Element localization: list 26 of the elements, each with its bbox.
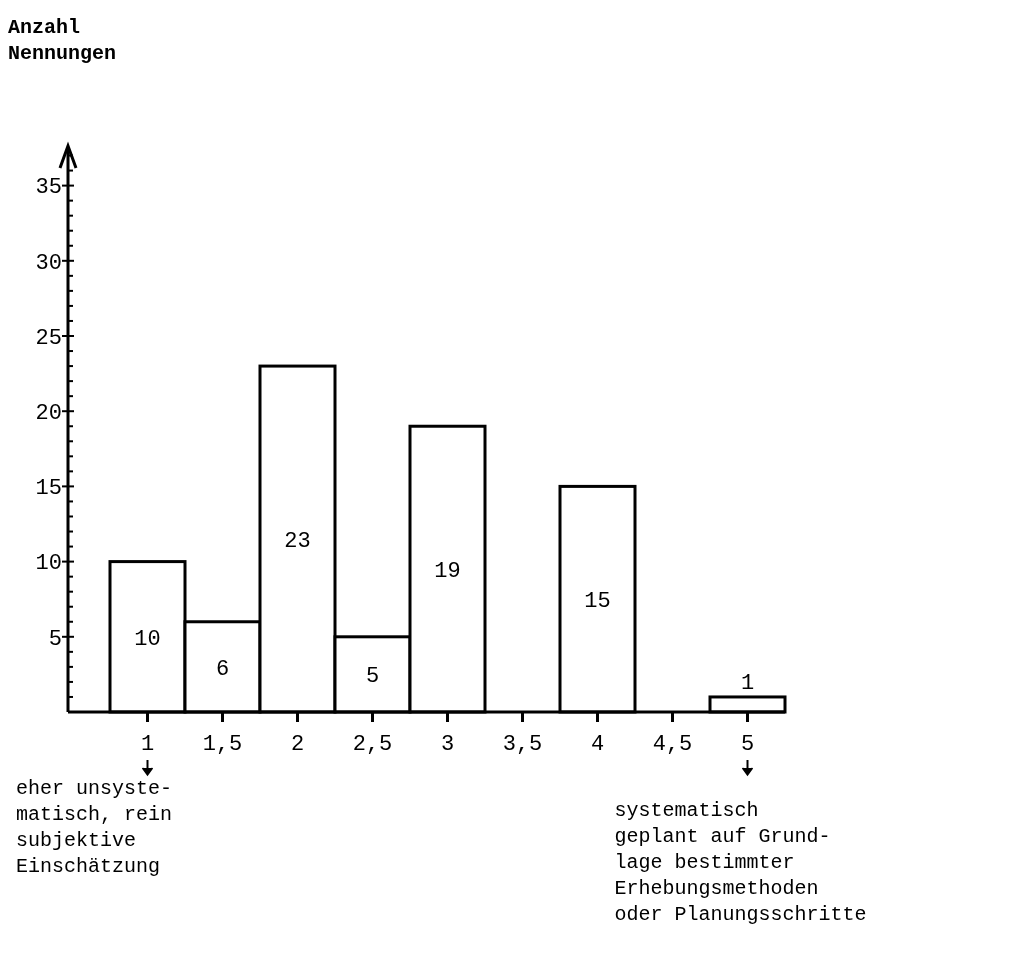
- x-tick-label: 4: [590, 732, 605, 757]
- data-label: 1: [740, 670, 755, 696]
- x-tick-label: 2: [290, 732, 305, 757]
- x-tick-label: 3,5: [502, 732, 543, 757]
- text: eher unsyste- matisch, rein subjektive Einschätzung: [16, 777, 173, 878]
- data-label: 19: [434, 558, 461, 584]
- data-label: 5: [365, 664, 380, 690]
- y-tick-label: 5: [48, 626, 62, 652]
- y-tick-label: 20: [35, 400, 62, 426]
- y-tick-label: 35: [35, 175, 62, 201]
- data-label: 15: [584, 588, 611, 614]
- y-tick-label: 30: [35, 250, 62, 276]
- x-tick-label: 2,5: [352, 732, 393, 757]
- y-tick-label: 15: [35, 476, 62, 502]
- y-tick-label: 25: [35, 325, 62, 351]
- data-label: 6: [215, 656, 230, 682]
- x-tick-label: 1: [140, 732, 155, 757]
- text: systematisch geplant auf Grund- lage bestimmter Erhebungsmethoden oder Planungsschritte: [614, 799, 867, 926]
- data-label: 23: [284, 528, 311, 554]
- x-tick-label: 4,5: [652, 732, 693, 757]
- x-tick-label: 1,5: [202, 732, 243, 757]
- y-axis-title: Anzahl Nennungen: [8, 16, 117, 65]
- x-tick-label: 3: [440, 732, 455, 757]
- data-label: 10: [134, 626, 161, 652]
- y-tick-label: 10: [35, 551, 62, 577]
- x-tick-label: 5: [740, 732, 755, 757]
